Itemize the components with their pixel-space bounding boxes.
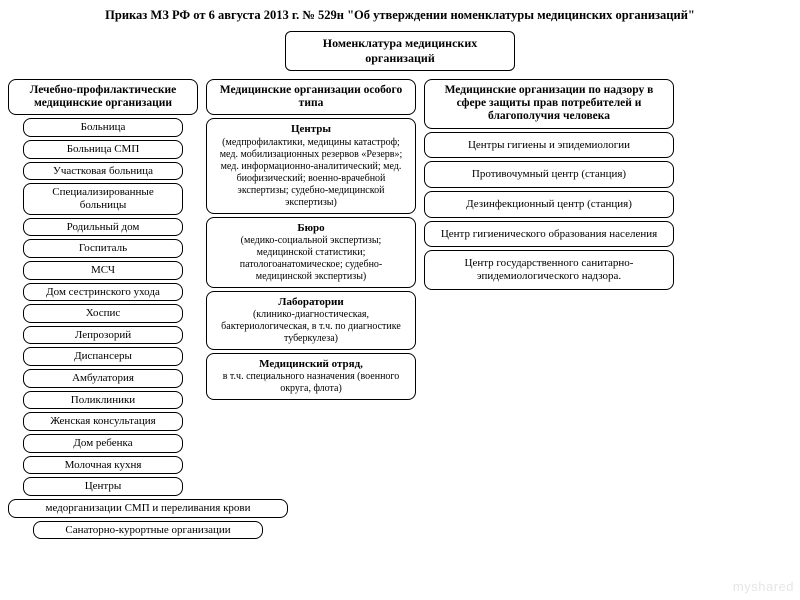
col2-block: Бюро (медико-социальной экспертизы; меди… <box>206 217 416 288</box>
col2-block: Центры (медпрофилактики, медицины катаст… <box>206 118 416 213</box>
block-lead: Бюро <box>213 222 409 235</box>
root-node: Номенклатура медицинских организаций <box>285 31 515 71</box>
col1-item: Больница СМП <box>23 140 183 159</box>
col1-item: МСЧ <box>23 261 183 280</box>
block-lead: Медицинский отряд, <box>213 358 409 371</box>
col1-item: Больница <box>23 118 183 137</box>
columns: Лечебно-профилактические медицинские орг… <box>8 79 792 539</box>
col1-item: Дом сестринского ухода <box>23 283 183 302</box>
col1-item: Госпиталь <box>23 239 183 258</box>
col1-item: Центры <box>23 477 183 496</box>
col3-item: Дезинфекционный центр (станция) <box>424 191 674 218</box>
block-body: (клинико-диагностическая, бактериологиче… <box>221 309 401 344</box>
col3-header: Медицинские организации по надзору в сфе… <box>424 79 674 129</box>
col2-block: Медицинский отряд, в т.ч. специального н… <box>206 353 416 400</box>
col1-item: Амбулатория <box>23 369 183 388</box>
col1-item: Лепрозорий <box>23 326 183 345</box>
col3-item: Центр государственного санитарно-эпидеми… <box>424 250 674 289</box>
col3-item: Противочумный центр (станция) <box>424 161 674 188</box>
col1-item: Женская консультация <box>23 412 183 431</box>
col-2: Медицинские организации особого типа Цен… <box>206 79 416 400</box>
col1-item: Участковая больница <box>23 162 183 181</box>
col1-item: Молочная кухня <box>23 456 183 475</box>
col-3: Медицинские организации по надзору в сфе… <box>424 79 674 290</box>
col3-item: Центр гигиенического образования населен… <box>424 221 674 248</box>
col1-item: Диспансеры <box>23 347 183 366</box>
col3-item: Центры гигиены и эпидемиологии <box>424 132 674 159</box>
col-1: Лечебно-профилактические медицинские орг… <box>8 79 198 539</box>
col1-tail: Санаторно-курортные организации <box>33 521 263 540</box>
col1-item: Специализированные больницы <box>23 183 183 214</box>
block-lead: Центры <box>213 123 409 136</box>
col1-header: Лечебно-профилактические медицинские орг… <box>8 79 198 115</box>
block-body: (медико-социальной экспертизы; медицинск… <box>240 235 383 282</box>
page-title: Приказ МЗ РФ от 6 августа 2013 г. № 529н… <box>8 8 792 23</box>
block-lead: Лаборатории <box>213 296 409 309</box>
block-body: в т.ч. специального назначения (военного… <box>223 371 400 394</box>
block-body: (медпрофилактики, медицины катастроф; ме… <box>220 137 403 208</box>
col1-item: Поликлиники <box>23 391 183 410</box>
col1-item: Хоспис <box>23 304 183 323</box>
col1-item: Родильный дом <box>23 218 183 237</box>
col2-block: Лаборатории (клинико-диагностическая, ба… <box>206 291 416 350</box>
col1-item: Дом ребенка <box>23 434 183 453</box>
watermark: myshared <box>733 579 794 594</box>
col1-tail: медорганизации СМП и переливания крови <box>8 499 288 518</box>
col2-header: Медицинские организации особого типа <box>206 79 416 115</box>
